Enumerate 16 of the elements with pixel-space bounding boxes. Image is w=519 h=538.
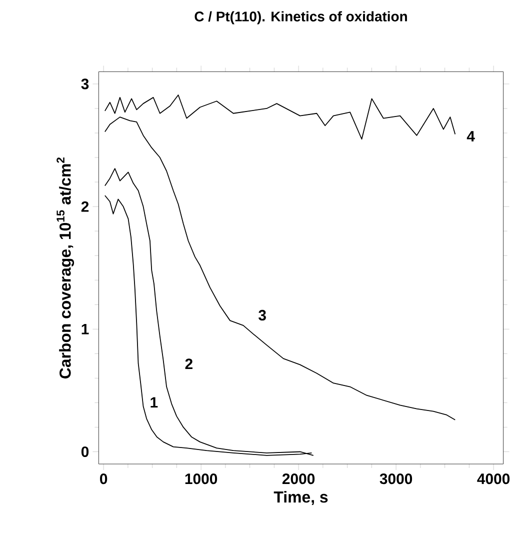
y-tick-label: 0 [81,446,89,458]
y-tick-label: 3 [81,78,89,90]
x-tick-label: 2000 [282,474,315,484]
series-label: 3 [258,310,266,321]
series-label: 2 [185,358,192,370]
series-label: 4 [466,131,475,142]
y-axis-title: Carbon coverage, 10$^{15}$ at/cm$^{2}$ [56,158,74,378]
x-tick-label: 0 [100,474,108,484]
chart-title: C / Pt(110). Kinetics of oxidation [194,11,407,24]
x-axis-title: Time, s [274,490,328,505]
y-tick-label: 2 [81,201,89,212]
x-tick-label: 4000 [477,474,510,484]
x-tick-label: 1000 [185,474,218,484]
series-label: 1 [150,397,158,408]
x-tick-label: 3000 [380,474,412,484]
y-tick-label: 1 [82,324,89,334]
